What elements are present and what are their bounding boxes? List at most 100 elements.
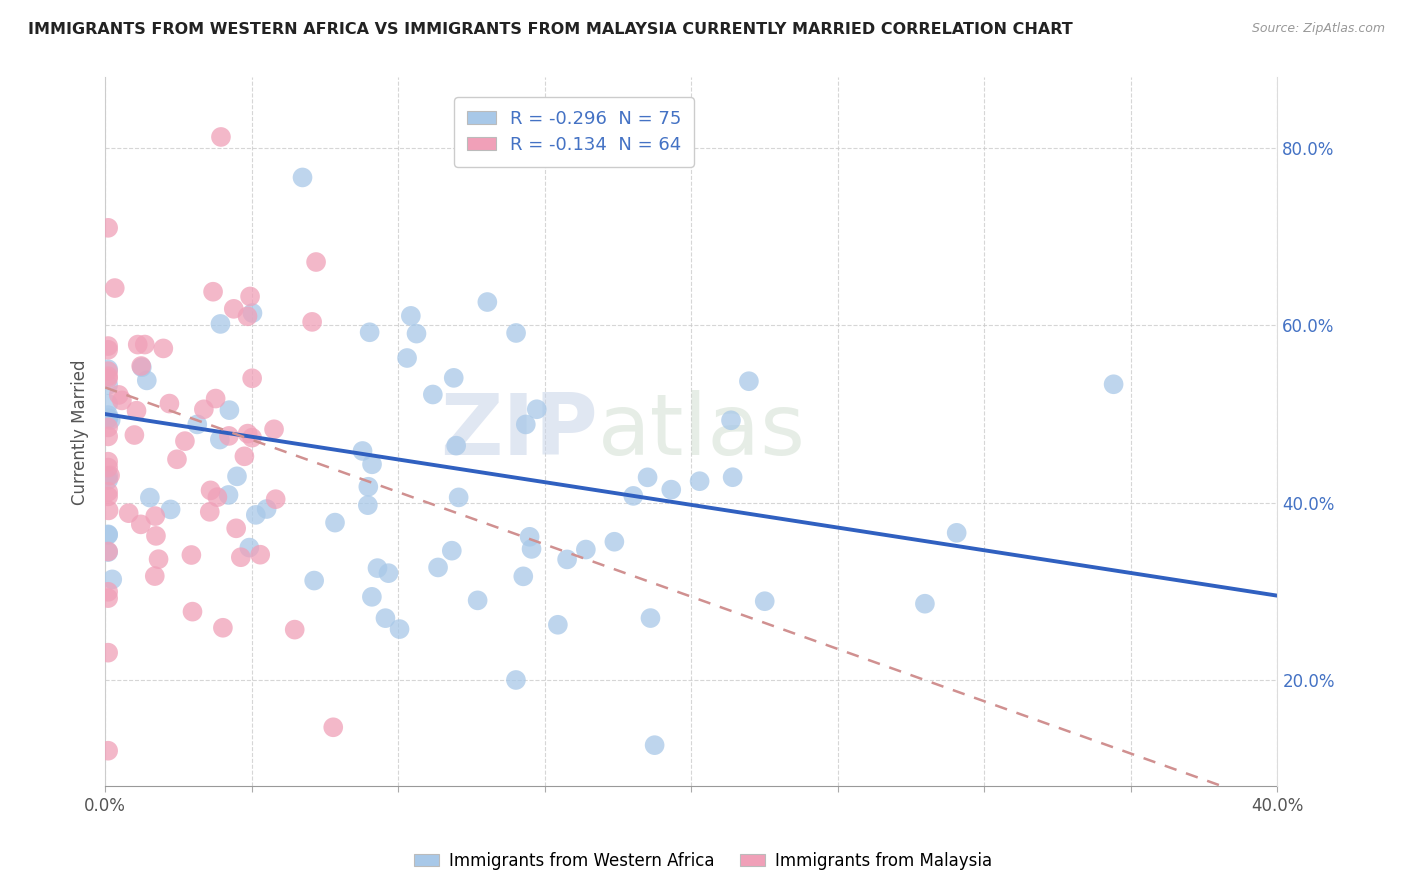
Point [97,429,120,443]
Point [738,374,761,388]
Point [139,491,162,505]
Point [603,534,626,549]
Point [284,623,307,637]
Point [218,488,240,502]
Point [240,431,263,445]
Point [180,548,202,562]
Point [377,566,399,581]
Point [291,170,314,185]
Text: ZIP: ZIP [440,391,598,474]
Point [374,611,396,625]
Point [97,378,120,392]
Point [242,306,264,320]
Point [443,371,465,385]
Point [218,403,240,417]
Point [145,529,167,543]
Point [239,289,262,303]
Point [193,402,215,417]
Point [97,468,120,483]
Point [111,393,134,408]
Point [264,492,287,507]
Point [575,542,598,557]
Point [152,342,174,356]
Point [637,470,659,484]
Point [361,458,384,472]
Point [236,426,259,441]
Point [218,429,240,443]
Point [97,503,120,517]
Point [505,673,527,687]
Point [97,420,120,434]
Text: Source: ZipAtlas.com: Source: ZipAtlas.com [1251,22,1385,36]
Point [515,417,537,432]
Point [97,397,120,411]
Point [97,411,120,425]
Point [754,594,776,608]
Point [256,502,278,516]
Point [444,439,467,453]
Point [143,569,166,583]
Point [621,489,644,503]
Point [127,337,149,351]
Point [97,343,120,357]
Point [547,617,569,632]
Point [396,351,419,365]
Point [104,281,127,295]
Point [357,498,380,512]
Point [427,560,450,574]
Point [301,315,323,329]
Point [225,521,247,535]
Point [505,326,527,340]
Point [131,360,153,375]
Point [520,541,543,556]
Point [263,422,285,436]
Point [352,444,374,458]
Point [97,369,120,384]
Point [1102,377,1125,392]
Point [107,388,129,402]
Point [181,605,204,619]
Point [945,525,967,540]
Point [689,474,711,488]
Point [118,506,141,520]
Point [238,541,260,555]
Point [305,255,328,269]
Point [519,530,541,544]
Point [405,326,427,341]
Point [447,491,470,505]
Point [302,574,325,588]
Point [143,509,166,524]
Point [422,387,444,401]
Point [467,593,489,607]
Point [124,428,146,442]
Point [97,584,120,599]
Point [440,543,463,558]
Point [720,413,742,427]
Point [361,590,384,604]
Point [357,480,380,494]
Point [134,337,156,351]
Point [209,130,232,145]
Point [222,301,245,316]
Point [97,484,120,499]
Point [97,544,120,558]
Point [97,646,120,660]
Point [97,460,120,475]
Point [209,317,232,331]
Legend: Immigrants from Western Africa, Immigrants from Malaysia: Immigrants from Western Africa, Immigran… [408,846,998,877]
Point [366,561,388,575]
Point [97,744,120,758]
Point [97,489,120,503]
Point [721,470,744,484]
Point [97,362,120,376]
Point [100,413,122,427]
Point [97,473,120,487]
Point [249,548,271,562]
Point [97,545,120,559]
Point [166,452,188,467]
Text: IMMIGRANTS FROM WESTERN AFRICA VS IMMIGRANTS FROM MALAYSIA CURRENTLY MARRIED COR: IMMIGRANTS FROM WESTERN AFRICA VS IMMIGR… [28,22,1073,37]
Point [125,403,148,417]
Point [322,720,344,734]
Point [129,359,152,373]
Point [98,468,121,483]
